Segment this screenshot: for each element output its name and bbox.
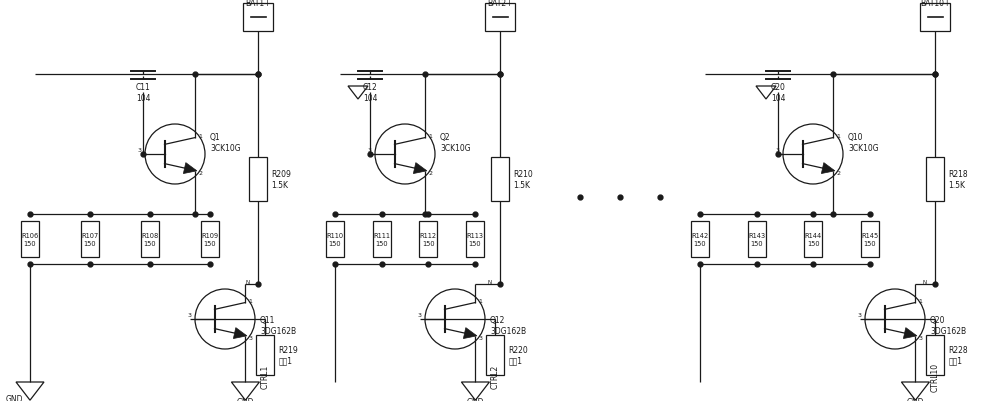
- Bar: [920, 4, 950, 32]
- Bar: [485, 4, 515, 32]
- Text: R228
电阻1: R228 电阻1: [948, 345, 968, 365]
- Polygon shape: [413, 163, 427, 174]
- Bar: [249, 158, 267, 201]
- Bar: [486, 335, 504, 375]
- Bar: [861, 221, 879, 257]
- Text: 3: 3: [138, 148, 142, 153]
- Polygon shape: [821, 163, 835, 174]
- Text: 3: 3: [776, 148, 780, 153]
- Text: Q10
3CK10G: Q10 3CK10G: [848, 133, 879, 153]
- Bar: [491, 158, 509, 201]
- Text: 3: 3: [188, 313, 192, 318]
- Bar: [466, 221, 484, 257]
- Text: 2: 2: [198, 170, 202, 176]
- Bar: [243, 4, 273, 32]
- Bar: [748, 221, 766, 257]
- Text: R111
150: R111 150: [373, 233, 390, 246]
- Text: R210
1.5K: R210 1.5K: [513, 170, 533, 190]
- Text: Q1
3CK10G: Q1 3CK10G: [210, 133, 241, 153]
- Text: GND: GND: [467, 397, 484, 401]
- Text: R185
BAT1+: R185 BAT1+: [245, 0, 271, 8]
- Text: C20
104: C20 104: [771, 83, 785, 103]
- Bar: [691, 221, 709, 257]
- Bar: [201, 221, 219, 257]
- Text: 3: 3: [368, 148, 372, 153]
- Text: R108
150: R108 150: [141, 233, 159, 246]
- Text: C11
104: C11 104: [136, 83, 150, 103]
- Bar: [926, 158, 944, 201]
- Text: R209
1.5K: R209 1.5K: [271, 170, 291, 190]
- Text: R112
150: R112 150: [420, 233, 437, 246]
- Text: Q11
3DG162B: Q11 3DG162B: [260, 315, 296, 335]
- Text: R218
1.5K: R218 1.5K: [948, 170, 968, 190]
- Text: R142
150: R142 150: [691, 233, 709, 246]
- Text: R203
BAT10+: R203 BAT10+: [920, 0, 950, 8]
- Text: 1: 1: [248, 298, 252, 303]
- Bar: [81, 221, 99, 257]
- Polygon shape: [463, 328, 477, 339]
- Text: R107
150: R107 150: [81, 233, 99, 246]
- Text: R143
150: R143 150: [748, 233, 765, 246]
- Bar: [326, 221, 344, 257]
- Text: Q2
3CK10G: Q2 3CK10G: [440, 133, 471, 153]
- Text: N: N: [488, 280, 492, 285]
- Bar: [419, 221, 437, 257]
- Bar: [373, 221, 391, 257]
- Text: 3: 3: [918, 335, 922, 340]
- Text: 1: 1: [428, 134, 432, 139]
- Text: 3: 3: [248, 335, 252, 340]
- Text: C12
104: C12 104: [363, 83, 377, 103]
- Polygon shape: [183, 163, 197, 174]
- Text: R110
150: R110 150: [326, 233, 344, 246]
- Bar: [256, 335, 274, 375]
- Text: 3: 3: [478, 335, 482, 340]
- Text: Q12
3DG162B: Q12 3DG162B: [490, 315, 526, 335]
- Polygon shape: [903, 328, 917, 339]
- Text: GND: GND: [237, 397, 254, 401]
- Text: GND: GND: [5, 395, 23, 401]
- Text: 1: 1: [836, 134, 840, 139]
- Text: R113
150: R113 150: [467, 233, 484, 246]
- Text: R187
BAT2+: R187 BAT2+: [487, 0, 513, 8]
- Text: GND: GND: [907, 397, 924, 401]
- Text: 1: 1: [198, 134, 202, 139]
- Text: R220
电阻1: R220 电阻1: [508, 345, 528, 365]
- Text: R109
150: R109 150: [201, 233, 219, 246]
- Text: 3: 3: [858, 313, 862, 318]
- Text: R219
电阻1: R219 电阻1: [278, 345, 298, 365]
- Bar: [21, 221, 39, 257]
- Text: 1: 1: [478, 298, 482, 303]
- Polygon shape: [233, 328, 247, 339]
- Text: 2: 2: [836, 170, 840, 176]
- Text: CTRL1: CTRL1: [261, 364, 270, 388]
- Text: N: N: [246, 280, 250, 285]
- Text: CTRL2: CTRL2: [491, 364, 500, 388]
- Text: 2: 2: [428, 170, 432, 176]
- Text: R145
150: R145 150: [861, 233, 879, 246]
- Text: N: N: [923, 280, 927, 285]
- Text: 3: 3: [418, 313, 422, 318]
- Text: 1: 1: [918, 298, 922, 303]
- Text: R144
150: R144 150: [805, 233, 822, 246]
- Bar: [804, 221, 822, 257]
- Bar: [141, 221, 159, 257]
- Bar: [926, 335, 944, 375]
- Text: CTRL10: CTRL10: [931, 362, 940, 391]
- Text: R106
150: R106 150: [21, 233, 39, 246]
- Text: Q20
3DG162B: Q20 3DG162B: [930, 315, 966, 335]
